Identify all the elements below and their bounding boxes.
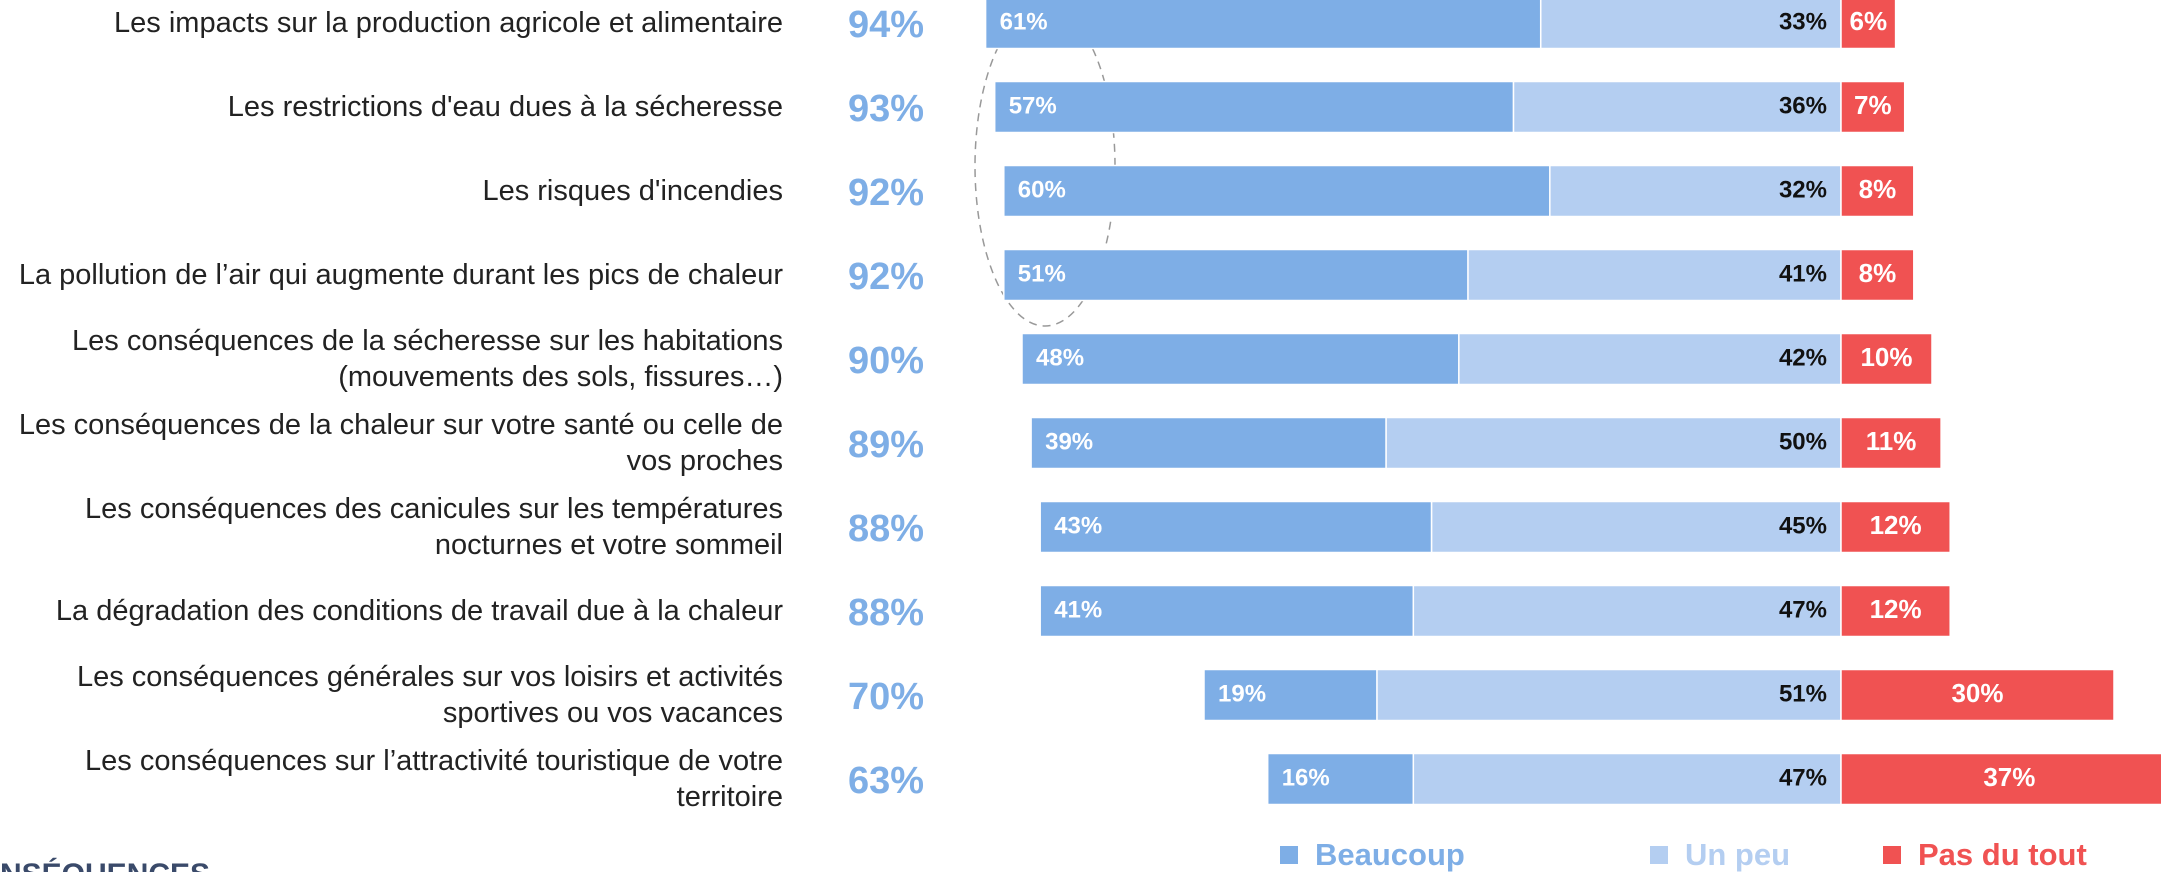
bar-segment <box>1003 164 1551 218</box>
bar-segment <box>1840 584 1951 638</box>
bar-segment <box>1549 164 1842 218</box>
value-label: 39% <box>1045 428 1093 455</box>
bar-segment <box>1840 332 1933 386</box>
value-label: 47% <box>1779 596 1827 623</box>
value-label: 41% <box>1779 260 1827 287</box>
bar-segment <box>1412 584 1842 638</box>
bar-segment <box>1840 500 1951 554</box>
total-label: 92% <box>848 172 924 214</box>
value-label: 8% <box>1859 174 1897 204</box>
value-label: 51% <box>1779 680 1827 707</box>
value-label: 10% <box>1860 342 1912 372</box>
bar-segment <box>1840 416 1942 470</box>
bar-segment <box>1203 668 1378 722</box>
category-label: Les conséquences de la chaleur sur votre… <box>18 409 783 477</box>
legend-swatch <box>1883 846 1901 864</box>
value-label: 43% <box>1054 512 1102 539</box>
total-label: 88% <box>848 592 924 634</box>
value-label: 60% <box>1018 176 1066 203</box>
value-label: 42% <box>1779 344 1827 371</box>
bar-segment <box>1003 248 1469 302</box>
bar-segment <box>1840 80 1906 134</box>
bar-segment <box>993 80 1515 134</box>
legend-label: Pas du tout <box>1918 837 2087 872</box>
bar-segment <box>1539 0 1842 50</box>
value-label: 16% <box>1282 764 1330 791</box>
bar-segment <box>1840 668 2115 722</box>
value-label: 41% <box>1054 596 1102 623</box>
value-label: 51% <box>1018 260 1066 287</box>
legend-label: Un peu <box>1685 837 1790 872</box>
value-label: 6% <box>1850 6 1888 36</box>
category-label: Les conséquences de la sécheresse sur le… <box>72 325 783 393</box>
category-label: Les risques d'incendies <box>482 175 783 207</box>
bar-segment <box>1840 164 1915 218</box>
total-label: 70% <box>848 676 924 718</box>
value-label: 19% <box>1218 680 1266 707</box>
bar-segment <box>1840 248 1915 302</box>
total-label: 89% <box>848 424 924 466</box>
bar-segment <box>1385 416 1842 470</box>
bar-segment <box>1467 248 1842 302</box>
value-label: 37% <box>1983 762 2035 792</box>
total-label: 94% <box>848 4 924 46</box>
category-label: Les impacts sur la production agricole e… <box>114 7 783 39</box>
category-label: Les restrictions d'eau dues à la séchere… <box>227 91 783 123</box>
value-label: 61% <box>1000 8 1048 35</box>
total-label: 63% <box>848 760 924 802</box>
legend-swatch <box>1650 846 1668 864</box>
bar-segment <box>1039 500 1433 554</box>
bar-segment <box>1030 416 1387 470</box>
bar-segment <box>1840 0 1897 50</box>
legend-label: Beaucoup <box>1315 837 1465 872</box>
value-label: 8% <box>1859 258 1897 288</box>
value-label: 36% <box>1779 92 1827 119</box>
bar-segment <box>1512 80 1842 134</box>
category-label: Les conséquences des canicules sur les t… <box>85 493 783 561</box>
legend-swatch <box>1280 846 1298 864</box>
value-label: 47% <box>1779 764 1827 791</box>
value-label: 12% <box>1870 510 1922 540</box>
category-label: La pollution de l’air qui augmente duran… <box>18 259 783 291</box>
category-label: La dégradation des conditions de travail… <box>55 595 783 627</box>
total-label: 92% <box>848 256 924 298</box>
value-label: 48% <box>1036 344 1084 371</box>
bar-segment <box>1840 752 2161 806</box>
total-label: 90% <box>848 340 924 382</box>
bar-segment <box>1039 584 1415 638</box>
value-label: 32% <box>1779 176 1827 203</box>
value-label: 57% <box>1009 92 1057 119</box>
value-label: 50% <box>1779 428 1827 455</box>
value-label: 33% <box>1779 8 1827 35</box>
bar-segment <box>1376 668 1842 722</box>
total-label: 93% <box>848 88 924 130</box>
value-label: 7% <box>1854 90 1892 120</box>
category-label: Les conséquences générales sur vos loisi… <box>76 661 783 729</box>
value-label: 45% <box>1779 512 1827 539</box>
footer-text: NSÉQUENCES <box>0 857 210 872</box>
bar-segment <box>1458 332 1842 386</box>
value-label: 11% <box>1866 426 1917 456</box>
value-label: 30% <box>1951 678 2003 708</box>
category-label: Les conséquences sur l’attractivité tour… <box>85 745 783 813</box>
bar-segment <box>1021 332 1460 386</box>
total-label: 88% <box>848 508 924 550</box>
bar-segment <box>1412 752 1842 806</box>
bar-segment <box>1266 752 1415 806</box>
bar-segment <box>984 0 1542 50</box>
value-label: 12% <box>1870 594 1922 624</box>
